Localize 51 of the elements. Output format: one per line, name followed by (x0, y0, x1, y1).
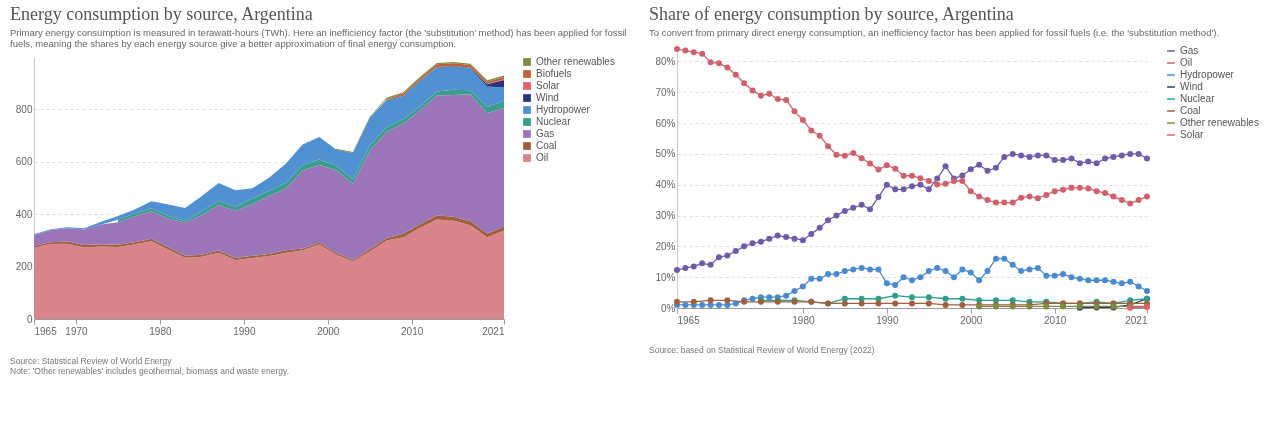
y-tick-label: 30% (655, 210, 676, 222)
legend-label: Biofuels (536, 68, 572, 79)
legend-label: Other renewables (536, 56, 615, 67)
x-tick-label: 1965 (34, 325, 58, 337)
x-tick-label: 2021 (482, 325, 505, 337)
y-tick-label: 800 (15, 103, 33, 115)
chart-title: Energy consumption by source, Argentina (10, 4, 314, 25)
chart-title: Share of energy consumption by source, Argentina (649, 4, 1015, 25)
legend-label: Wind (1180, 81, 1203, 92)
y-tick-label: 40% (655, 179, 676, 191)
legend-label: Coal (536, 140, 557, 151)
y-tick-label: 0 (26, 313, 33, 325)
legend-label: Solar (536, 80, 561, 91)
legend-label: Hydropower (536, 104, 591, 115)
y-tick-label: 600 (15, 156, 33, 168)
x-tick-label: 2000 (317, 325, 340, 337)
source-note: Source: based on Statistical Review of World Energy (2022) (649, 345, 876, 355)
x-tick-label: 2010 (1044, 314, 1067, 326)
x-tick-label: 1965 (677, 314, 701, 326)
y-tick-label: 20% (655, 240, 676, 252)
legend-label: Gas (1180, 45, 1199, 56)
text: Note: 'Other renewables' includes geothermal, biomass and waste energy. (10, 366, 290, 376)
x-tick-label: 2000 (960, 314, 983, 326)
legend-label: Coal (1180, 105, 1201, 116)
x-tick-label: 2010 (401, 325, 424, 337)
legend-label: Other renewables (1180, 117, 1259, 128)
y-tick-label: 50% (655, 148, 676, 160)
y-tick-label: 80% (655, 55, 676, 67)
chart-subtitle: To convert from primary direct energy consumption, an inefficiency factor has been applied for fossil fuels (i.e. the 'substitution method'). (649, 27, 1221, 38)
x-tick-label: 1980 (792, 314, 815, 326)
x-tick-label: 1970 (65, 325, 89, 337)
y-tick-label: 200 (15, 261, 33, 273)
legend-label: Gas (536, 128, 555, 139)
legend-label: Nuclear (1180, 93, 1216, 104)
x-tick-label: 2021 (1125, 314, 1148, 326)
legend-label: Oil (536, 152, 549, 163)
y-tick-label: 10% (655, 271, 676, 283)
legend-label: Wind (536, 92, 559, 103)
x-tick-label: 1990 (233, 325, 256, 337)
y-tick-label: 70% (655, 86, 676, 98)
x-tick-label: 1990 (876, 314, 899, 326)
y-tick-label: 400 (15, 208, 33, 220)
legend-label: Hydropower (1180, 69, 1235, 80)
legend-label: Oil (1180, 57, 1193, 68)
x-tick-label: 1980 (149, 325, 172, 337)
chart-subtitle: Primary energy consumption is measured in terawatt-hours (TWh). Here an inefficiency factor (the 'substitution' method) has been applied for fossil fuels, meaning the shares by each energy source give a better approximation of final energy consumption. (10, 27, 628, 49)
y-tick-label: 0% (661, 302, 676, 314)
legend-label: Nuclear (536, 116, 572, 127)
legend-label: Solar (1180, 129, 1205, 140)
source-note: Source: Statistical Review of World Energy (10, 356, 173, 366)
y-tick-label: 60% (655, 117, 676, 129)
